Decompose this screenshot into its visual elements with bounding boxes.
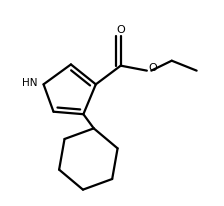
Text: HN: HN	[22, 78, 38, 88]
Text: O: O	[149, 63, 157, 73]
Text: O: O	[116, 25, 125, 35]
